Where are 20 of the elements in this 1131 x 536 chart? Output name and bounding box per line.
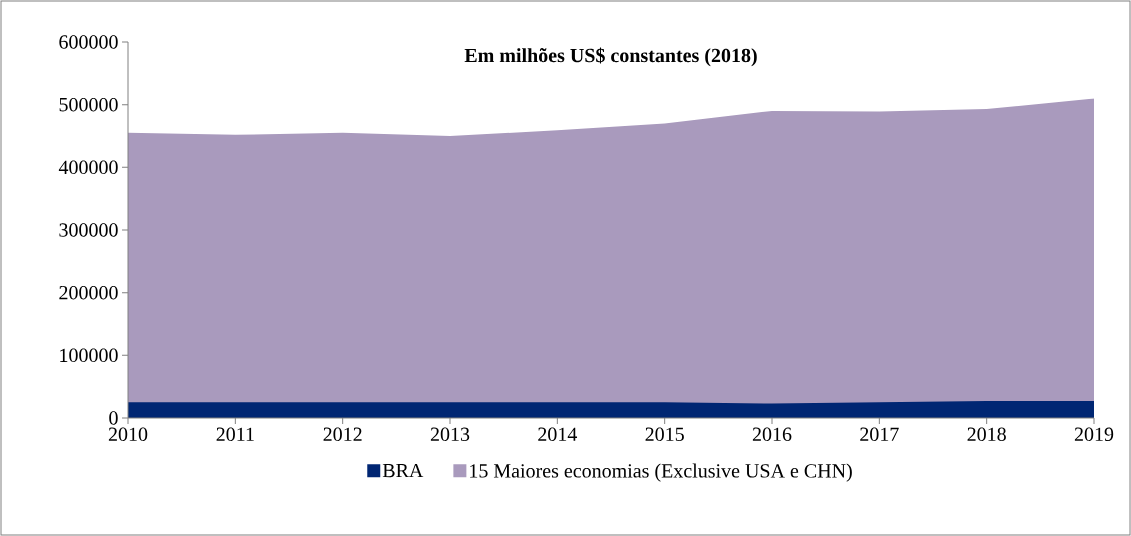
x-tick-label: 2012 — [323, 427, 362, 442]
y-tick-label: 200000 — [59, 285, 118, 300]
x-tick-label: 2010 — [108, 427, 148, 442]
x-tick-label: 2014 — [538, 427, 578, 442]
x-tick-label: 2018 — [967, 427, 1006, 442]
y-tick-label: 500000 — [59, 97, 118, 112]
x-tick-label: 2016 — [752, 427, 792, 442]
x-tick-label: 2015 — [645, 427, 684, 442]
y-tick-label: 300000 — [59, 223, 118, 237]
x-tick-label: 2013 — [430, 427, 470, 442]
x-tick-label: 2019 — [1074, 427, 1114, 442]
legend-label: BRA — [382, 463, 424, 478]
y-tick-label: 100000 — [60, 348, 118, 363]
chart-title: Em milhões US$ constantes (2018) — [464, 47, 757, 67]
y-tick-label: 600000 — [59, 35, 118, 49]
x-tick-label: 2011 — [216, 427, 254, 442]
legend-label: 15 Maiores economias (Exclusive USA e CHN) — [470, 463, 852, 482]
y-tick-label: 400000 — [58, 160, 118, 175]
y-tick-label: 0 — [109, 411, 118, 425]
x-tick-label: 2017 — [860, 427, 899, 442]
